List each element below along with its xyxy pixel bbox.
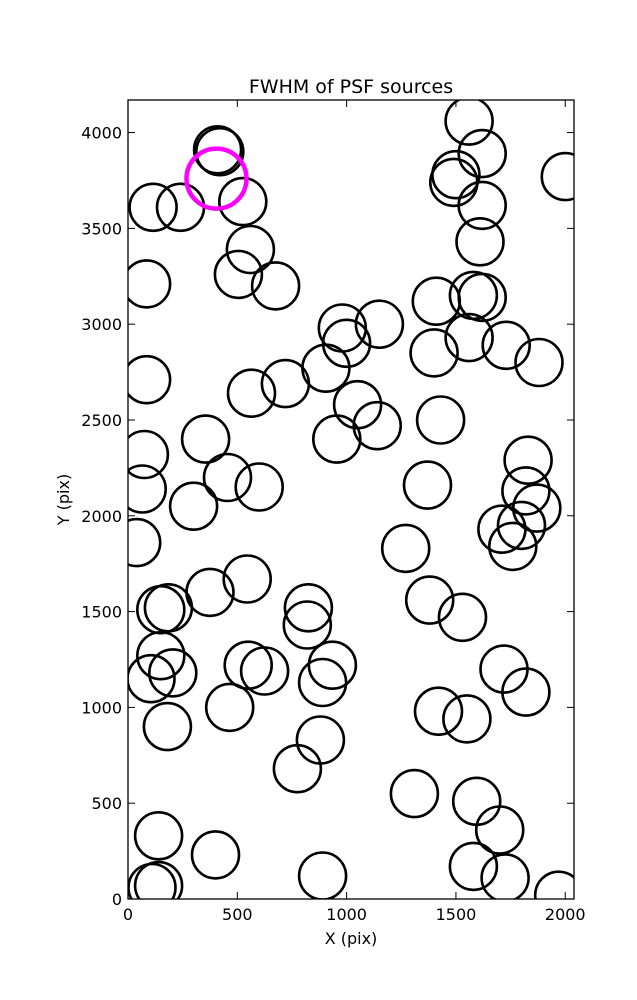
source-marker — [283, 582, 334, 633]
source-marker — [354, 299, 405, 350]
source-marker — [457, 272, 508, 323]
source-marker — [413, 686, 464, 737]
y-tick-label: 0 — [112, 890, 122, 909]
y-tick-label: 2500 — [81, 411, 122, 430]
x-axis-label: X (pix) — [325, 929, 378, 948]
source-marker — [481, 320, 532, 371]
source-marker — [448, 270, 499, 321]
source-marker — [225, 224, 276, 275]
y-tick-label: 500 — [91, 794, 122, 813]
source-marker — [128, 653, 176, 704]
source-marker — [352, 400, 403, 451]
source-marker — [501, 466, 551, 516]
source-marker — [311, 414, 362, 464]
source-marker — [437, 592, 488, 643]
source-marker — [295, 715, 346, 765]
source-marker — [480, 853, 530, 899]
source-marker — [190, 830, 241, 880]
source-marker — [503, 435, 553, 486]
source-marker — [155, 182, 206, 233]
source-marker — [282, 600, 333, 650]
source-marker — [415, 395, 466, 445]
source-marker — [444, 312, 494, 363]
source-marker — [514, 337, 564, 388]
source-marker — [239, 646, 290, 696]
source-marker — [128, 182, 178, 233]
source-marker — [533, 870, 574, 899]
source-marker — [222, 554, 272, 604]
y-tick-label: 1000 — [81, 698, 122, 717]
source-marker — [250, 261, 301, 311]
source-marker — [180, 414, 231, 464]
source-marker — [133, 810, 184, 861]
y-tick-label: 4000 — [81, 124, 122, 143]
source-marker — [442, 694, 492, 744]
source-marker — [128, 259, 172, 309]
source-marker — [448, 841, 499, 892]
source-marker — [143, 582, 194, 633]
source-marker — [204, 682, 255, 733]
source-marker — [128, 464, 167, 514]
source-marker — [218, 176, 268, 227]
source-marker — [402, 460, 453, 510]
source-marker — [444, 100, 494, 146]
source-marker — [213, 249, 264, 300]
source-marker — [307, 640, 358, 691]
source-marker — [332, 379, 383, 430]
source-marker — [202, 452, 253, 503]
source-marker — [142, 701, 193, 752]
source-marker — [474, 805, 525, 855]
source-marker — [540, 151, 574, 202]
source-marker — [297, 851, 348, 899]
source-marker — [128, 354, 172, 405]
source-marker — [136, 630, 186, 681]
source-marker — [457, 180, 508, 231]
source-marker — [128, 429, 170, 480]
source-marker — [487, 521, 538, 572]
y-tick-label: 2000 — [81, 507, 122, 526]
circle-markers — [128, 100, 574, 899]
source-marker — [380, 523, 431, 574]
source-marker — [260, 358, 311, 409]
axis-ticks: 0 500 1000 1500 2000 0 500 1000 1500 2000 2500 3000… — [81, 100, 586, 924]
source-marker — [409, 328, 459, 378]
source-marker — [457, 128, 508, 179]
y-tick-label: 3000 — [81, 315, 122, 334]
source-marker — [496, 500, 547, 551]
x-tick-label: 1000 — [326, 905, 367, 924]
source-marker — [133, 860, 184, 899]
source-marker — [451, 776, 502, 827]
source-marker — [404, 575, 455, 625]
chart-title: FWHM of PSF sources — [249, 76, 453, 98]
source-marker — [321, 318, 372, 369]
source-marker — [455, 217, 505, 267]
source-marker — [192, 125, 243, 175]
source-marker — [195, 126, 245, 177]
source-marker — [272, 743, 323, 794]
y-tick-label: 1500 — [81, 603, 122, 622]
source-marker — [501, 667, 551, 717]
x-tick-label: 1500 — [436, 905, 477, 924]
highlighted-source-marker — [184, 146, 249, 211]
x-tick-label: 2000 — [545, 905, 586, 924]
source-marker — [389, 768, 440, 819]
y-axis-label: Y (pix) — [54, 474, 73, 526]
source-marker — [128, 517, 162, 568]
source-marker — [234, 462, 285, 512]
source-marker — [168, 481, 219, 532]
x-tick-label: 0 — [123, 905, 133, 924]
source-marker — [477, 504, 527, 555]
source-marker — [226, 368, 277, 419]
y-tick-label: 3500 — [81, 219, 122, 238]
source-marker — [148, 648, 198, 698]
source-marker — [297, 657, 348, 708]
plot-frame — [127, 99, 575, 900]
x-tick-label: 500 — [222, 905, 253, 924]
